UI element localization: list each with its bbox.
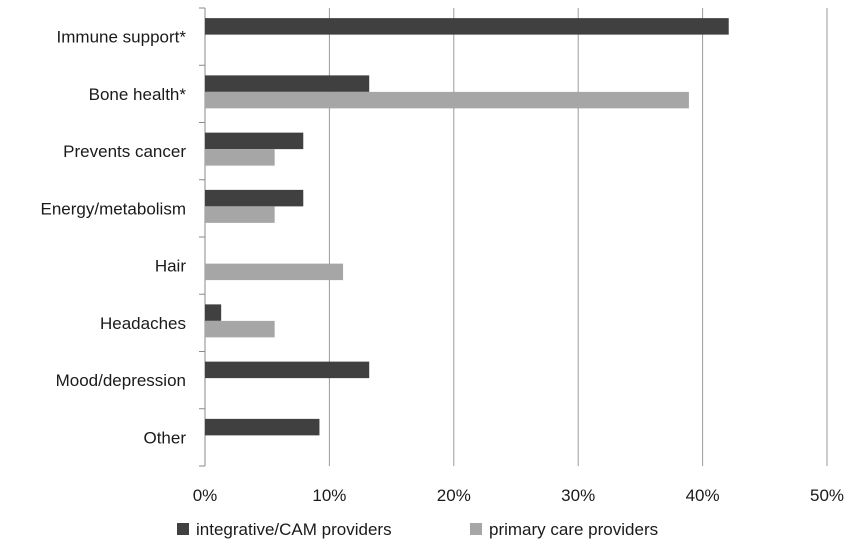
bar-primary-care-providers-hair <box>205 263 344 281</box>
bar-integrative-cam-providers-other <box>205 418 320 436</box>
x-tick-label: 0% <box>193 486 218 505</box>
category-label: Hair <box>155 257 187 276</box>
axes <box>199 7 206 467</box>
legend-swatch-primary-care-providers <box>470 523 482 535</box>
category-label: Mood/depression <box>56 371 186 390</box>
x-tick-label: 30% <box>561 486 595 505</box>
bar-integrative-cam-providers-immune-support <box>205 18 729 35</box>
bar-primary-care-providers-prevents-cancer <box>205 149 275 166</box>
x-tick-label: 50% <box>810 486 844 505</box>
x-tick-label: 40% <box>686 486 720 505</box>
category-labels: Immune support* Bone health* Prevents canc… <box>40 28 186 448</box>
x-tick-labels: 0% 10% 20% 30% 40% 50% <box>193 486 844 505</box>
bar-primary-care-providers-headaches <box>205 320 275 338</box>
x-tick-label: 20% <box>437 486 471 505</box>
gridlines <box>328 8 828 466</box>
category-label: Energy/metabolism <box>40 199 186 218</box>
bar-primary-care-providers-energy-metabolism <box>205 206 275 223</box>
category-label: Bone health* <box>89 85 187 104</box>
legend-swatch-integrative-cam-providers <box>177 523 189 535</box>
category-label: Other <box>143 428 186 447</box>
legend-label: primary care providers <box>489 520 658 539</box>
category-label: Headaches <box>100 314 186 333</box>
category-label: Immune support* <box>57 28 187 47</box>
legend-label: integrative/CAM providers <box>196 520 392 539</box>
bar-integrative-cam-providers-bone-health <box>205 75 370 92</box>
x-tick-label: 10% <box>312 486 346 505</box>
bar-integrative-cam-providers-energy-metabolism <box>205 189 304 207</box>
bar-integrative-cam-providers-prevents-cancer <box>205 132 304 150</box>
bars <box>205 18 729 436</box>
bar-integrative-cam-providers-headaches <box>205 304 222 321</box>
bar-integrative-cam-providers-mood-depression <box>205 361 370 379</box>
category-label: Prevents cancer <box>63 142 186 161</box>
legend: integrative/CAM providers primary care pr… <box>177 520 658 539</box>
bar-primary-care-providers-bone-health <box>205 91 689 109</box>
